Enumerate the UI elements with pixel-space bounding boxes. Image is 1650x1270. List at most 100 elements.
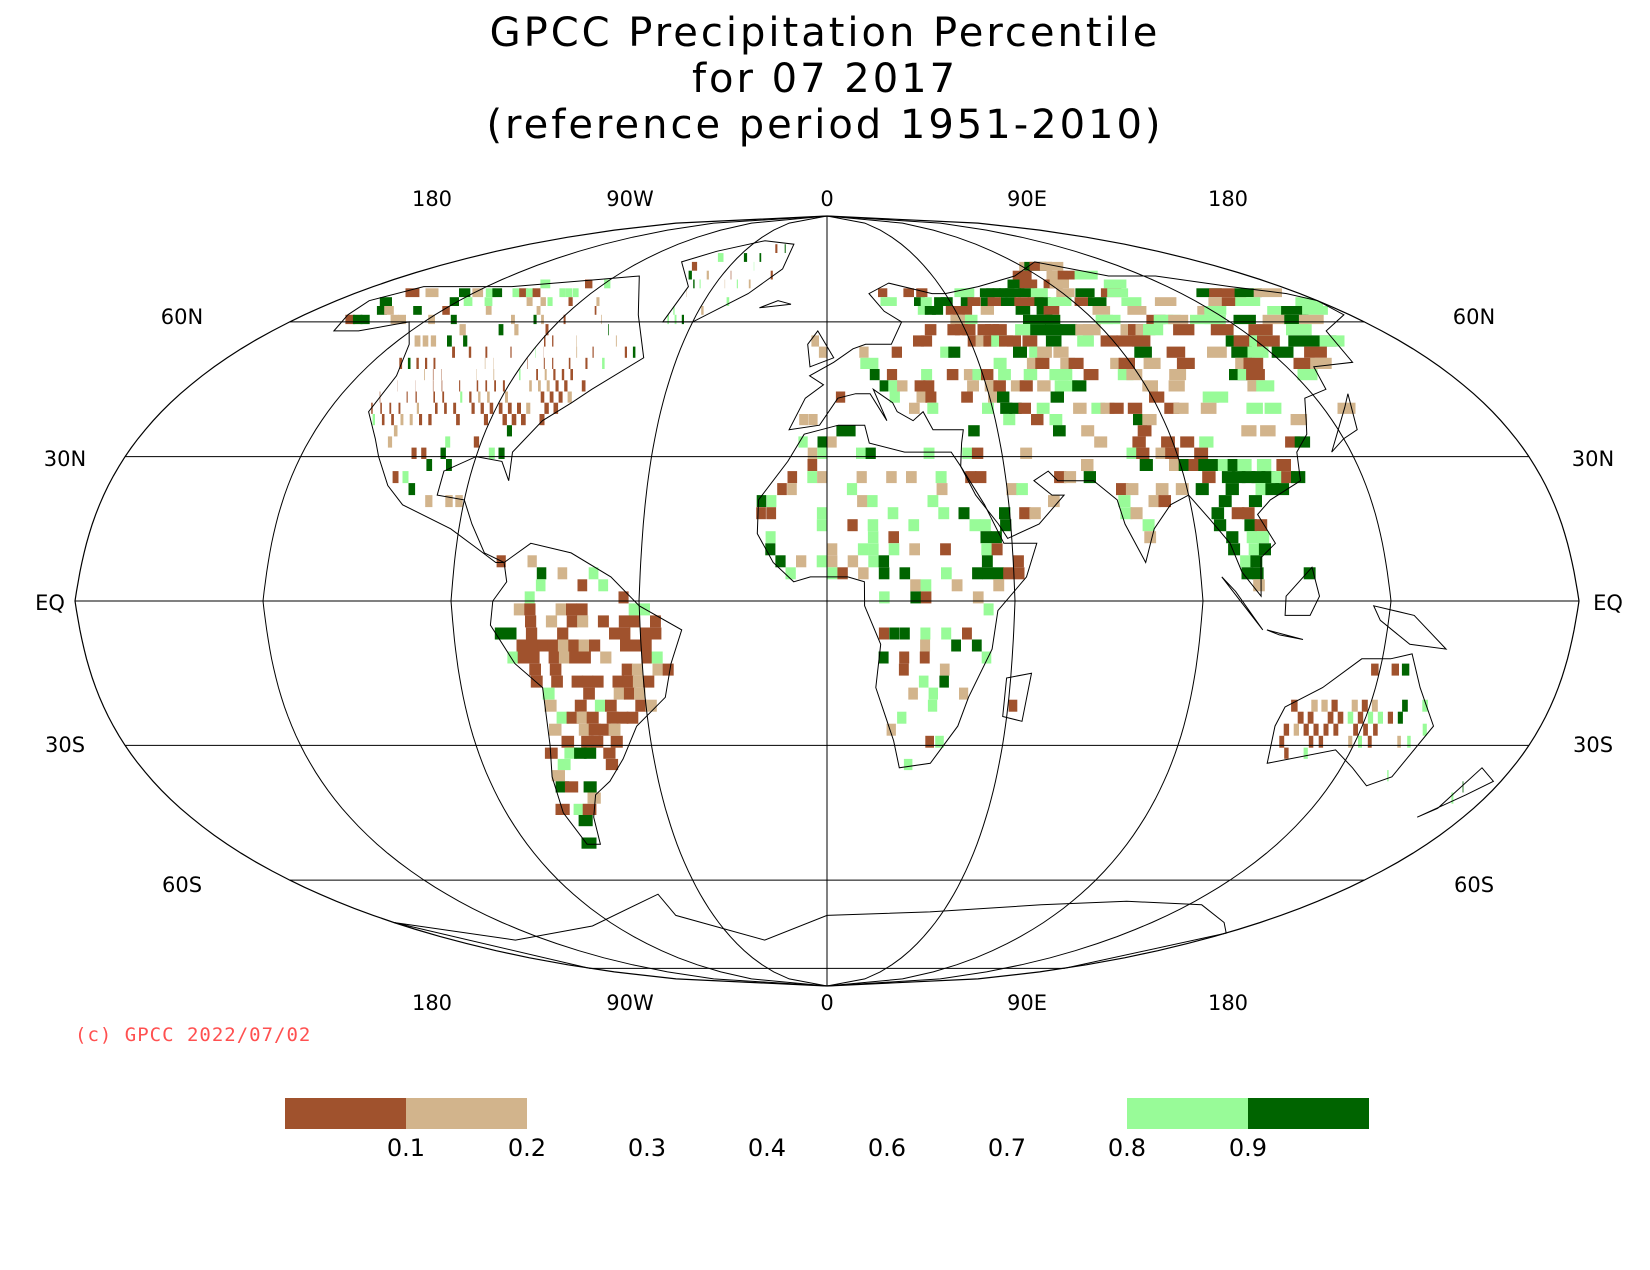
grid-cell: [578, 639, 590, 652]
grid-cell: [544, 747, 558, 759]
grid-cell: [1173, 402, 1189, 414]
grid-cell: [736, 279, 738, 289]
grid-cell: [650, 627, 662, 640]
grid-cell: [934, 297, 946, 306]
grid-cell: [407, 357, 411, 369]
grid-cell: [352, 314, 363, 325]
grid-cell: [592, 675, 604, 688]
grid-cell: [1373, 723, 1378, 736]
grid-cell: [969, 519, 981, 532]
grid-cell: [984, 380, 997, 392]
grid-cell: [1253, 579, 1265, 592]
lat-label-left-eq: EQ: [35, 591, 65, 615]
grid-cell: [887, 297, 897, 306]
grid-cell: [887, 507, 899, 520]
grid-cell: [547, 639, 559, 652]
grid-cell: [413, 306, 422, 315]
grid-cell: [553, 402, 559, 414]
grid-cell: [1213, 519, 1227, 532]
grid-cell: [568, 297, 573, 306]
grid-cell: [1149, 391, 1165, 403]
grid-cell: [846, 483, 858, 496]
grid-cell: [567, 391, 572, 403]
lat-label-left-30s: 30S: [45, 733, 85, 757]
grid-cell: [811, 335, 819, 347]
grid-cell: [1060, 324, 1078, 336]
grid-cell: [405, 288, 420, 298]
grid-cell: [610, 735, 623, 748]
lat-label-left-60n: 60N: [161, 305, 203, 329]
grid-cell: [759, 253, 762, 262]
grid-cell: [924, 306, 936, 315]
grid-cell: [951, 639, 961, 652]
coastline: [807, 330, 835, 368]
grid-cell: [1233, 335, 1256, 347]
grid-cell: [941, 627, 952, 640]
grid-cell: [991, 335, 1005, 347]
grid-cell: [545, 615, 558, 628]
grid-cell: [1221, 297, 1247, 306]
grid-cell: [587, 792, 601, 804]
grid-cell: [928, 687, 938, 700]
grid-cell: [939, 675, 949, 688]
grid-cell: [605, 699, 617, 712]
grid-cell: [865, 447, 876, 459]
grid-cell: [592, 346, 594, 358]
grid-cell: [433, 357, 436, 369]
grid-cell: [384, 306, 394, 315]
grid-cell: [521, 414, 526, 426]
grid-cell: [1256, 380, 1275, 392]
coastline: [1002, 672, 1033, 722]
grid-cell: [421, 447, 427, 459]
lon-label-bottom-90w: 90W: [606, 991, 654, 1015]
grid-cell: [549, 391, 554, 403]
grid-cell: [1037, 346, 1052, 358]
grid-cell: [756, 507, 766, 520]
grid-cell: [817, 471, 827, 484]
grid-cell: [1142, 519, 1155, 532]
grid-cell: [941, 567, 952, 580]
grid-cell: [432, 369, 434, 381]
lon-label-top-180e: 180: [1208, 187, 1248, 211]
grid-cell: [459, 380, 461, 392]
grid-cell: [576, 603, 588, 616]
grid-cell: [1117, 369, 1134, 381]
grid-cell: [505, 391, 508, 403]
grid-cell: [571, 675, 584, 688]
grid-cell: [960, 288, 975, 298]
grid-cell: [371, 402, 373, 414]
grid-cell: [1283, 723, 1290, 736]
grid-cell: [1012, 555, 1024, 568]
grid-cell: [880, 297, 890, 306]
title-line-3: (reference period 1951-2010): [486, 102, 1164, 148]
grid-cell: [605, 758, 619, 771]
grid-cell: [444, 402, 447, 414]
grid-cell: [1126, 447, 1140, 459]
grid-cell: [1244, 519, 1257, 532]
grid-cell: [667, 314, 669, 325]
grid-cell: [1279, 735, 1285, 748]
grid-cell: [624, 346, 627, 358]
grid-cell: [1303, 567, 1316, 580]
grid-cell: [916, 288, 928, 298]
grid-cell: [583, 687, 595, 700]
grid-cell: [1199, 436, 1214, 448]
grid-cell: [393, 425, 398, 437]
grid-cell: [931, 306, 944, 315]
grid-cell: [908, 687, 918, 700]
grid-cell: [589, 639, 601, 652]
grid-cell: [415, 391, 417, 403]
grid-cell: [555, 380, 559, 392]
grid-cell: [529, 663, 541, 676]
grid-cell: [1286, 324, 1312, 336]
grid-cell: [645, 699, 657, 712]
grid-cell: [1284, 314, 1309, 325]
grid-cell: [957, 314, 970, 325]
grid-cell: [1029, 507, 1041, 520]
grid-cell: [1256, 531, 1270, 544]
grid-cell: [961, 391, 973, 403]
grid-cell: [1039, 261, 1064, 271]
grid-cell: [1155, 447, 1169, 459]
grid-cell: [539, 414, 545, 426]
grid-cell: [1308, 735, 1314, 748]
